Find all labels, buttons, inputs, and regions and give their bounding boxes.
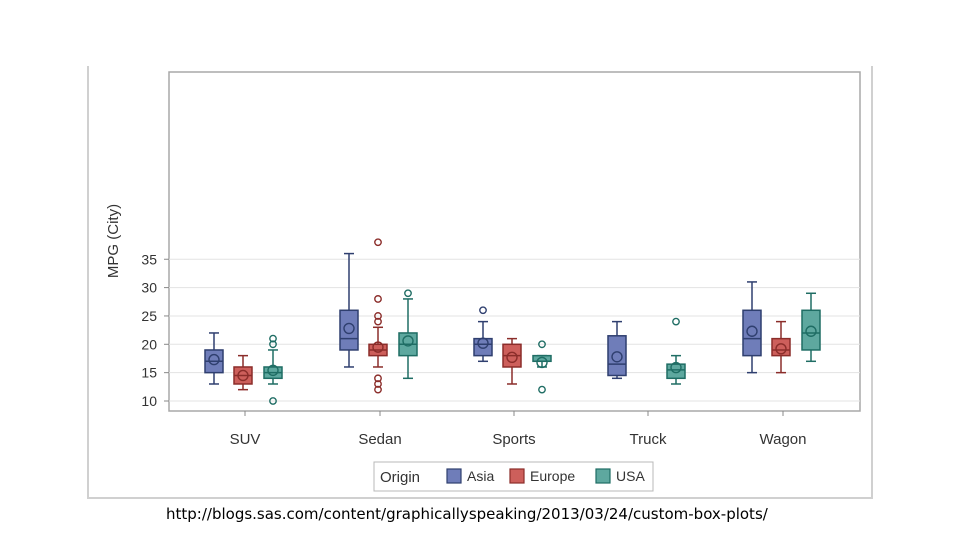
box-iqr [473,337,493,357]
mean-marker [402,335,414,347]
mean-marker [343,322,355,335]
outlier-point [269,340,277,349]
box-usa-sports [532,340,552,394]
source-url-caption: http://blogs.sas.com/content/graphically… [166,505,768,523]
box-iqr [339,309,359,351]
box-asia-sedan [339,252,359,368]
box-asia-suv [204,332,224,385]
x-axis: SUV Sedan Sports Truck Wagon [230,411,807,448]
legend: Origin Asia Europe USA [373,461,654,492]
y-tick-label: 15 [141,365,157,381]
x-tick-label: Sedan [358,431,401,448]
outlier-point [374,317,382,326]
box-iqr [666,363,686,380]
x-tick-label: Wagon [760,431,807,448]
legend-label-usa: USA [616,468,645,484]
outlier-point [374,295,382,303]
box-usa-truck [666,317,686,385]
y-tick-label: 35 [141,251,157,267]
box-asia-wagon [742,281,762,374]
box-europe-suv [233,354,253,391]
box-plots [204,238,821,405]
outlier-point [672,317,680,326]
legend-label-europe: Europe [530,468,575,484]
mean-marker [670,361,682,374]
outlier-point [269,334,277,343]
mean-marker [775,343,787,355]
outlier-point [374,312,382,320]
legend-swatch-usa [595,468,611,484]
y-tick-label: 25 [141,308,157,324]
box-iqr [742,309,762,357]
outlier-point [404,289,412,298]
y-tick-label: 30 [141,280,157,296]
mean-marker [237,369,249,382]
y-tick-label: 10 [141,393,157,409]
box-usa-suv [263,334,283,405]
mean-marker [611,351,623,363]
outlier-point [374,380,382,388]
mean-marker [746,325,758,337]
outlier-point [538,385,546,394]
box-iqr [607,335,627,377]
outlier-point [374,385,382,394]
outlier-point [269,397,277,405]
box-iqr [801,309,821,351]
outlier-point [538,340,546,349]
legend-swatch-asia [446,468,462,484]
mean-marker [477,337,489,349]
mean-marker [267,364,279,377]
box-europe-sports [502,337,522,385]
box-iqr [532,354,552,363]
mean-marker [506,351,518,364]
x-tick-label: Truck [630,431,667,448]
box-europe-sedan [368,238,388,394]
legend-swatch-europe [509,468,525,484]
box-usa-wagon [801,292,821,363]
x-tick-label: SUV [230,431,261,448]
mean-marker [208,353,220,366]
box-asia-sports [473,306,493,363]
x-tick-label: Sports [492,431,535,448]
mean-marker [805,325,817,337]
figure-border [87,66,873,499]
y-axis: 10 15 20 25 30 35 [141,251,169,409]
mean-marker [536,356,548,369]
y-axis-label: MPG (City) [105,204,122,278]
legend-label-asia: Asia [467,468,494,484]
mean-marker [372,341,384,353]
outlier-point [374,374,382,383]
box-usa-sedan [398,289,418,380]
legend-title: Origin [380,469,420,486]
y-tick-label: 20 [141,336,157,352]
outlier-point [374,238,382,247]
box-europe-wagon [771,320,791,374]
outlier-point [479,306,487,315]
box-asia-truck [607,320,627,380]
box-iqr [771,337,791,357]
